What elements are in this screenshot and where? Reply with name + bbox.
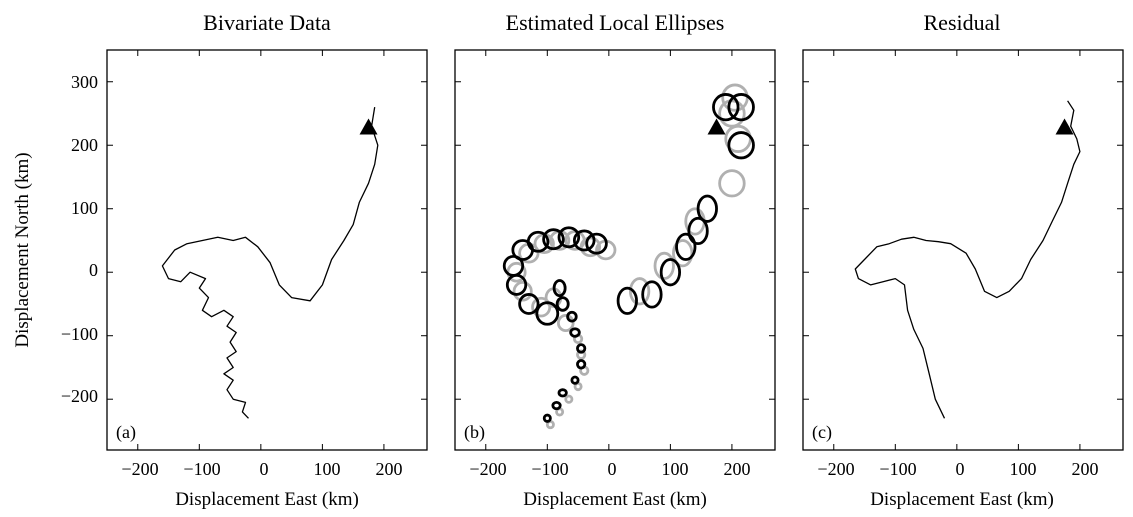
x-tick-label: 200 <box>1072 459 1099 479</box>
ellipse-black <box>526 230 550 253</box>
ellipse-black <box>659 258 682 287</box>
ellipse-gray <box>556 313 575 333</box>
x-tick-label: 100 <box>314 459 341 479</box>
start-marker-triangle <box>359 118 378 135</box>
ellipse-black <box>572 229 596 252</box>
ellipse-gray <box>718 169 746 198</box>
ellipse-black <box>616 286 638 315</box>
x-tick-label: 0 <box>956 459 965 479</box>
ellipse-gray <box>531 296 552 318</box>
ellipse-black <box>712 93 740 122</box>
panel-b-data <box>502 83 755 430</box>
panel-a-title: Bivariate Data <box>203 10 331 35</box>
ellipse-black <box>518 293 540 315</box>
panel-c-ticks <box>803 50 1123 450</box>
ellipse-gray <box>628 277 651 306</box>
panel-a: Bivariate Data −200 −100 0 100 200 300 2… <box>12 10 428 510</box>
ellipse-black <box>585 232 608 255</box>
y-tick-label: 100 <box>71 198 98 218</box>
ellipse-black <box>542 413 552 423</box>
ellipse-black <box>557 388 568 398</box>
panel-c-plot-area <box>803 50 1123 450</box>
panel-c-title: Residual <box>924 10 1001 35</box>
ellipse-black <box>551 400 562 411</box>
x-tick-label: −200 <box>121 459 158 479</box>
ellipse-black <box>687 216 709 246</box>
panel-c-x-tick-labels: −200 −100 0 100 200 <box>817 459 1098 479</box>
ellipse-black <box>542 228 565 251</box>
panel-b-x-tick-labels: −200 −100 0 100 200 <box>469 459 750 479</box>
ellipse-black <box>569 327 581 338</box>
trajectory-line <box>161 106 379 419</box>
ellipse-black <box>696 194 718 223</box>
panel-a-frame <box>106 49 428 451</box>
ellipse-gray <box>564 394 574 404</box>
panel-c-letter: (c) <box>812 422 832 443</box>
ellipse-black <box>727 131 755 160</box>
x-tick-label: 0 <box>608 459 617 479</box>
ellipse-black <box>727 93 755 122</box>
panel-a-x-tick-labels: −200 −100 0 100 200 <box>121 459 402 479</box>
x-tick-label: 100 <box>1010 459 1037 479</box>
ellipse-black <box>502 254 525 277</box>
panel-b-title: Estimated Local Ellipses <box>506 10 725 35</box>
ellipse-black <box>576 343 587 354</box>
ellipse-black <box>535 301 560 326</box>
panel-c: Residual −200 −100 0 100 200 (c) Displac… <box>802 10 1124 510</box>
ellipse-black <box>555 296 570 312</box>
x-tick-label: −100 <box>183 459 220 479</box>
x-tick-label: 100 <box>662 459 689 479</box>
x-tick-label: −200 <box>817 459 854 479</box>
ellipse-black <box>566 310 578 323</box>
ellipse-gray <box>653 251 675 280</box>
panel-c-frame <box>802 49 1124 451</box>
y-tick-label: −200 <box>61 386 98 406</box>
ellipse-gray <box>512 280 533 302</box>
x-tick-label: −100 <box>879 459 916 479</box>
panel-a-letter: (a) <box>116 422 136 443</box>
start-marker-triangle <box>707 118 726 135</box>
panel-b-letter: (b) <box>464 422 485 443</box>
x-tick-label: 200 <box>724 459 751 479</box>
panel-a-x-axis-label: Displacement East (km) <box>175 489 359 510</box>
panel-b-x-axis-label: Displacement East (km) <box>523 489 707 510</box>
trajectory-line <box>854 100 1081 419</box>
ellipse-gray <box>672 239 694 268</box>
ellipse-black <box>675 232 697 261</box>
panel-c-x-axis-label: Displacement East (km) <box>870 489 1054 510</box>
y-tick-label: 300 <box>71 72 98 92</box>
x-tick-label: −200 <box>469 459 506 479</box>
x-tick-label: 0 <box>260 459 269 479</box>
panel-b-ticks <box>455 50 775 450</box>
y-tick-label: 200 <box>71 135 98 155</box>
panel-b: Estimated Local Ellipses −200 −100 0 100… <box>454 10 776 510</box>
panel-b-plot-area <box>455 50 775 450</box>
y-tick-label: 0 <box>89 260 98 280</box>
panel-a-ticks <box>107 50 427 450</box>
panel-a-y-axis-label: Displacement North (km) <box>12 152 33 347</box>
panel-c-data <box>854 100 1081 419</box>
ellipse-black <box>576 359 587 370</box>
ellipse-black <box>570 375 580 385</box>
ellipse-black <box>641 280 663 309</box>
x-tick-label: −100 <box>531 459 568 479</box>
panel-a-plot-area <box>107 50 427 450</box>
y-tick-label: −100 <box>61 324 98 344</box>
ellipse-black <box>557 226 581 249</box>
x-tick-label: 200 <box>376 459 403 479</box>
start-marker-triangle <box>1055 118 1074 135</box>
ellipse-black <box>552 279 567 298</box>
panel-a-data <box>161 106 379 419</box>
panel-a-y-tick-labels: 300 200 100 0 −100 −200 <box>61 72 98 406</box>
